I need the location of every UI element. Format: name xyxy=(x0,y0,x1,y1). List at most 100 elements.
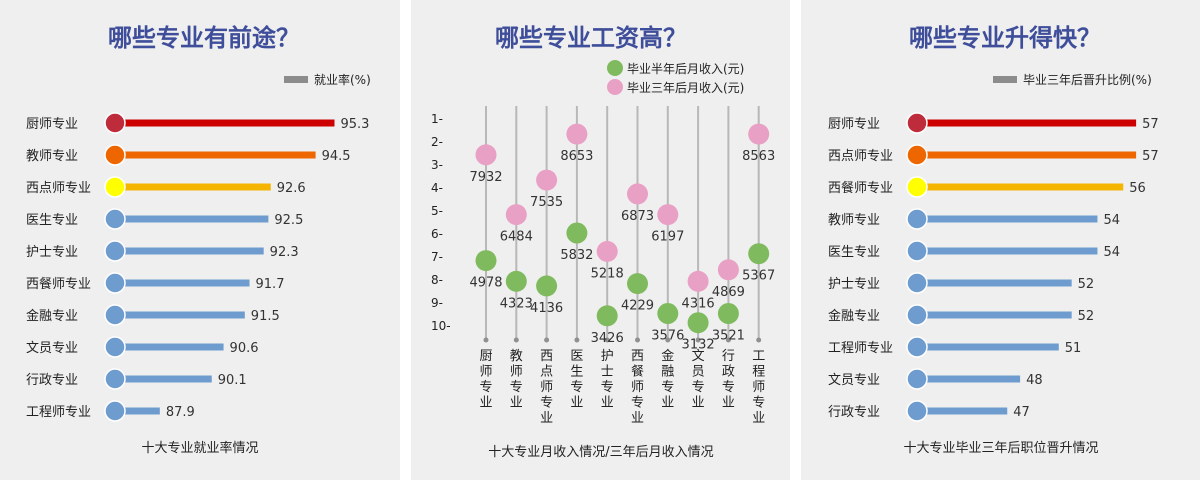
three-year-dot xyxy=(566,123,588,145)
y-tick-label: 7- xyxy=(431,250,443,264)
legend-dot-three-year xyxy=(607,79,623,95)
bar-marker xyxy=(104,304,126,326)
stem-base xyxy=(635,337,640,343)
y-tick-label: 9- xyxy=(431,296,443,310)
value-label: 3132 xyxy=(682,338,715,353)
chart-caption: 十大专业就业率情况 xyxy=(141,440,258,456)
stem-base xyxy=(665,337,671,343)
category-label: 厨师专业 xyxy=(26,117,78,132)
half-year-dot xyxy=(717,303,739,324)
value-label: 4869 xyxy=(712,285,745,300)
three-year-dot xyxy=(475,144,497,166)
bar xyxy=(115,311,245,319)
value-label: 52 xyxy=(1078,277,1095,292)
bar-marker xyxy=(906,368,928,390)
value-label: 90.6 xyxy=(230,341,259,356)
category-label: 护士专业 xyxy=(601,349,614,411)
half-year-dot xyxy=(657,303,679,324)
category-label: 工程师专业 xyxy=(26,405,91,420)
category-label: 教师专业 xyxy=(26,148,78,164)
category-label: 行政专业 xyxy=(26,373,78,388)
value-label: 7932 xyxy=(469,170,502,185)
bar xyxy=(115,279,250,287)
value-label: 6197 xyxy=(651,230,684,245)
half-year-dot xyxy=(627,273,648,295)
legend-label: 就业率(%) xyxy=(314,72,371,87)
y-tick-label: 6- xyxy=(431,227,443,241)
value-label: 48 xyxy=(1026,373,1043,388)
category-label: 教师专业 xyxy=(510,348,523,411)
value-label: 4323 xyxy=(500,296,533,311)
three-year-dot xyxy=(505,204,527,226)
category-label: 西餐师专业 xyxy=(828,180,893,196)
y-tick-label: 4- xyxy=(431,181,443,195)
bar xyxy=(115,247,264,255)
half-year-dot xyxy=(475,250,497,272)
category-label: 西点师专业 xyxy=(26,181,91,196)
bar-marker xyxy=(906,336,928,358)
bar xyxy=(115,215,269,223)
three-year-dot xyxy=(596,240,618,262)
bar-marker xyxy=(906,304,928,326)
bar xyxy=(917,151,1137,159)
chart-caption: 十大专业毕业三年后职位晋升情况 xyxy=(903,441,1098,456)
value-label: 7535 xyxy=(530,195,563,210)
value-label: 5218 xyxy=(591,266,624,281)
three-year-dot xyxy=(748,123,770,145)
bar xyxy=(115,407,160,415)
bar xyxy=(917,343,1059,351)
stem-base xyxy=(725,337,731,343)
half-year-dot xyxy=(748,243,770,265)
value-label: 92.5 xyxy=(274,213,303,228)
value-label: 4136 xyxy=(530,301,563,316)
bar-marker xyxy=(906,240,928,262)
bar-marker xyxy=(104,208,126,230)
bar-marker xyxy=(906,144,928,166)
value-label: 51 xyxy=(1065,341,1082,356)
bars-group: 厨师专业 95.3 教师专业 94.5 西点师专业 92.6 医生专业 92.5 护士专业 92.… xyxy=(26,112,369,422)
legend-label-half-year: 毕业半年后月收入(元) xyxy=(627,62,744,76)
value-label: 3521 xyxy=(712,329,745,344)
value-label: 92.3 xyxy=(270,245,299,260)
value-label: 87.9 xyxy=(166,405,195,420)
bar xyxy=(917,247,1098,255)
category-label: 金融专业 xyxy=(26,308,78,324)
category-label: 厨师专业 xyxy=(479,349,492,411)
y-tick-label: 10- xyxy=(431,319,451,333)
chart-title: 哪些专业升得快？ xyxy=(909,24,1101,52)
category-label: 工程师专业 xyxy=(752,349,765,426)
category-label: 行政专业 xyxy=(828,405,880,420)
bar xyxy=(917,183,1124,191)
value-label: 95.3 xyxy=(340,117,369,132)
half-year-dot xyxy=(596,305,618,327)
bar-marker xyxy=(104,144,126,166)
salary-panel: 哪些专业工资高？ 毕业半年后月收入(元) 毕业三年后月收入(元) 1- 2- 3- 4… xyxy=(411,0,790,480)
category-label: 西餐师专业 xyxy=(26,276,91,292)
value-label: 47 xyxy=(1013,405,1030,420)
half-year-dot xyxy=(505,270,527,292)
category-label: 医生专业 xyxy=(26,213,78,228)
bar xyxy=(115,151,316,159)
value-label: 54 xyxy=(1103,245,1120,260)
category-label: 护士专业 xyxy=(26,245,78,260)
value-label: 3576 xyxy=(651,329,684,344)
three-year-dot xyxy=(657,204,679,226)
value-label: 5832 xyxy=(560,248,593,263)
y-tick-label: 5- xyxy=(431,204,443,218)
y-tick-label: 1- xyxy=(431,112,443,126)
stem-base xyxy=(756,337,762,343)
bar-marker xyxy=(104,240,126,262)
bar-marker xyxy=(104,112,126,134)
bar xyxy=(917,215,1098,223)
y-tick-label: 3- xyxy=(431,158,443,172)
three-year-dot xyxy=(717,259,739,281)
legend-swatch xyxy=(284,76,308,83)
chart-caption: 十大专业月收入情况/三年后月收入情况 xyxy=(488,445,713,460)
bar-marker xyxy=(104,400,126,422)
category-label: 文员专业 xyxy=(26,341,78,356)
stem-base xyxy=(483,337,489,343)
bar-marker xyxy=(906,176,928,198)
category-label: 护士专业 xyxy=(828,277,880,292)
dot-plot-group: 1- 2- 3- 4- 5- 6- 7- 8- 9- 10- 厨师专业 4978 7932 教师专业 432… xyxy=(431,106,775,426)
bar xyxy=(917,279,1072,287)
